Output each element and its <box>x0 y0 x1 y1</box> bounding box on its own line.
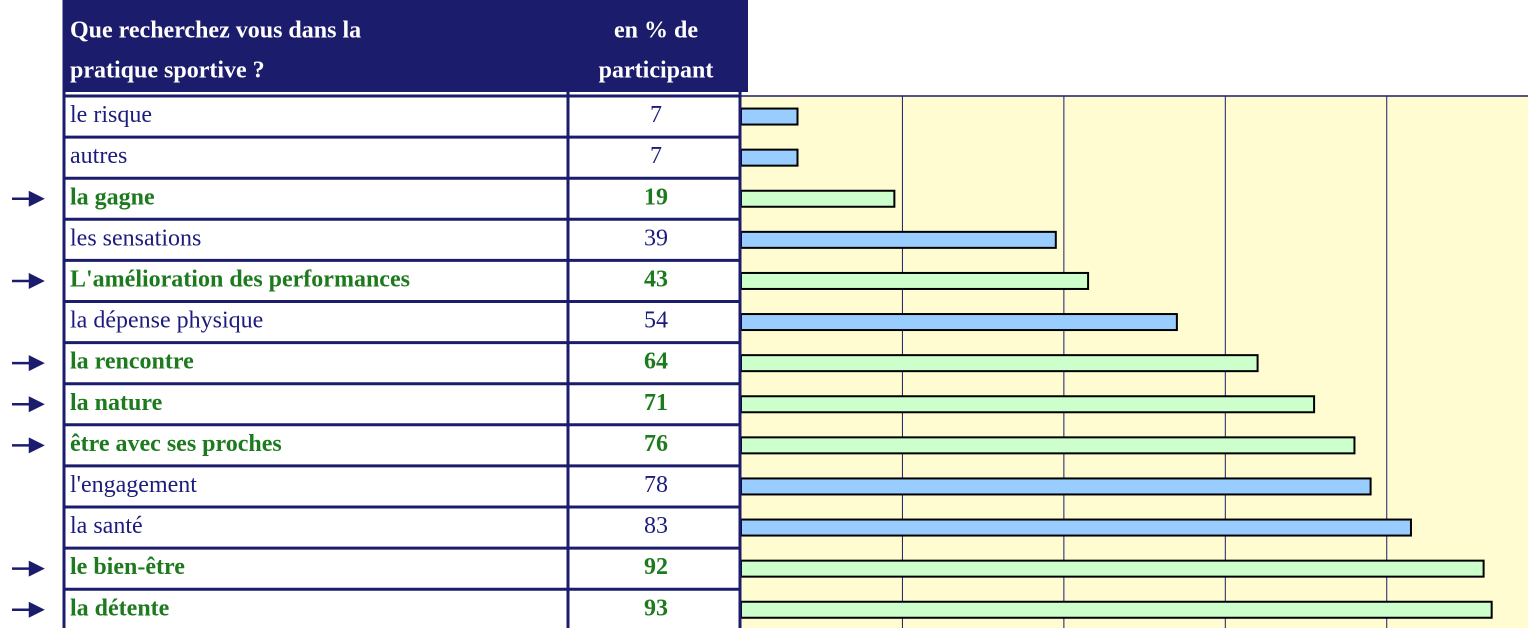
value-label: 7 <box>650 143 662 169</box>
category-label: être avec ses proches <box>70 431 282 457</box>
value-label: 92 <box>644 554 668 580</box>
category-label: la détente <box>70 595 170 621</box>
bar <box>740 600 1493 619</box>
value-label: 54 <box>644 308 668 334</box>
bar <box>740 271 1090 290</box>
arrow <box>12 601 45 618</box>
category-label: la nature <box>70 390 163 416</box>
value-label: 76 <box>644 431 668 457</box>
category-label: la dépense physique <box>70 308 263 334</box>
bar <box>740 518 1412 537</box>
value-label: 43 <box>644 266 668 292</box>
bar <box>740 354 1259 373</box>
arrow <box>12 190 45 207</box>
category-label: les sensations <box>70 225 201 251</box>
arrow <box>12 272 45 289</box>
value-label: 7 <box>650 102 662 128</box>
bar <box>740 107 799 126</box>
bar <box>740 313 1178 332</box>
bar <box>740 477 1372 496</box>
category-label: le risque <box>70 102 152 128</box>
bar <box>740 189 896 208</box>
header-value: participant <box>599 58 714 84</box>
category-label: autres <box>70 143 127 169</box>
category-label: la rencontre <box>70 349 194 375</box>
value-label: 64 <box>644 349 668 375</box>
arrow <box>12 560 45 577</box>
bar <box>740 559 1485 578</box>
bar <box>740 436 1356 455</box>
category-label: la santé <box>70 513 143 539</box>
category-label: L'amélioration des performances <box>70 266 410 292</box>
header-value: en % de <box>614 18 698 44</box>
value-label: 83 <box>644 513 668 539</box>
header-background <box>64 0 748 92</box>
category-label: l'engagement <box>70 472 197 498</box>
category-label: le bien-être <box>70 554 185 580</box>
arrow <box>12 355 45 372</box>
arrow <box>12 437 45 454</box>
value-label: 19 <box>644 184 668 210</box>
value-label: 71 <box>644 390 668 416</box>
bar <box>740 230 1057 249</box>
category-label: la gagne <box>70 184 155 210</box>
arrow <box>12 396 45 413</box>
value-label: 39 <box>644 225 668 251</box>
value-label: 78 <box>644 472 668 498</box>
bar <box>740 148 799 167</box>
value-label: 93 <box>644 595 668 621</box>
header-label: pratique sportive ? <box>70 58 265 84</box>
header-label: Que recherchez vous dans la <box>70 18 361 44</box>
bar <box>740 395 1316 414</box>
